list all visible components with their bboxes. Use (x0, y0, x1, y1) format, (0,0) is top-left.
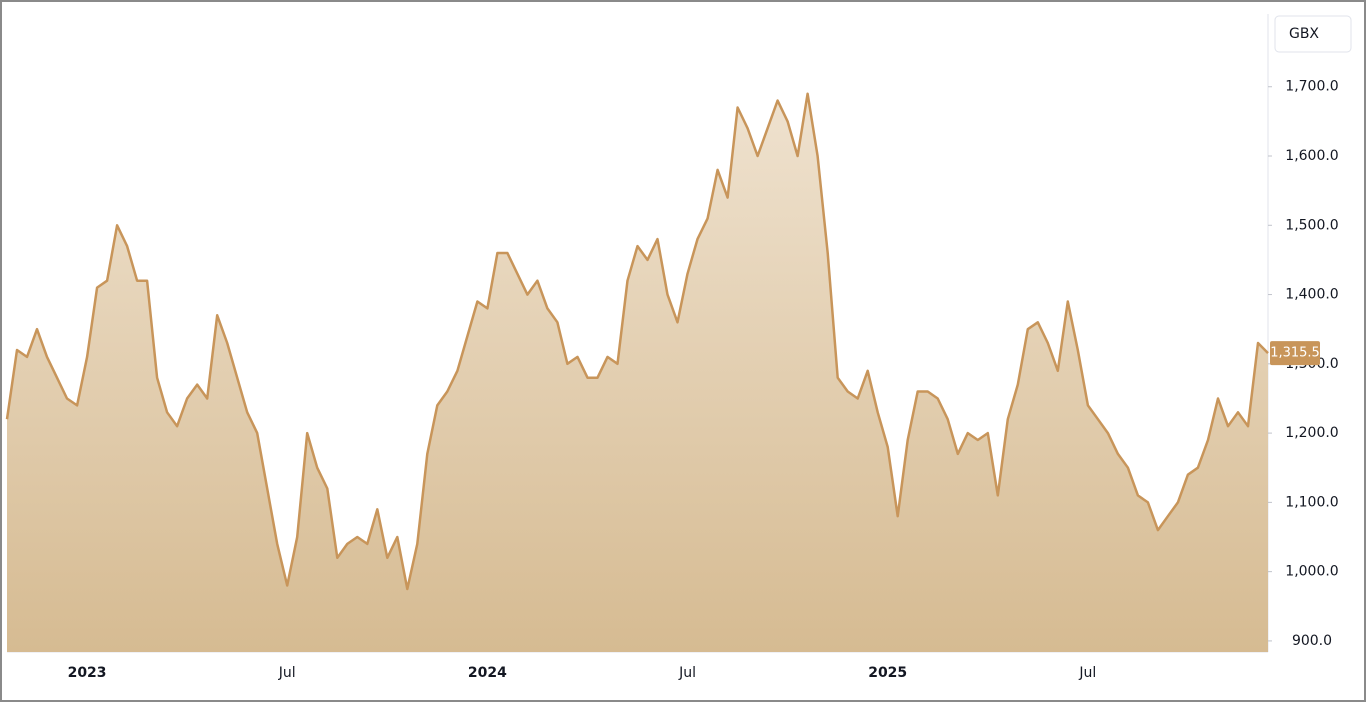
y-tick-label: 1,000.0 (1285, 564, 1338, 580)
x-tick-label: 2023 (68, 665, 107, 681)
last-price-label: 1,315.5 (1270, 346, 1320, 361)
y-tick-label: 900.0 (1292, 633, 1332, 649)
x-tick-label: Jul (678, 665, 696, 681)
y-tick-label: 1,700.0 (1285, 79, 1338, 95)
x-tick-label: 2025 (868, 665, 907, 681)
area-fill (7, 93, 1268, 652)
currency: GBX (1289, 26, 1319, 42)
currency-box (1274, 15, 1352, 53)
price-line (5, 92, 1269, 591)
last-price-tag (1270, 341, 1320, 366)
y-tick-label: 1,200.0 (1285, 425, 1338, 441)
y-tick-label: 1,100.0 (1285, 494, 1338, 510)
x-tick-label: Jul (278, 665, 296, 681)
x-tick-label: 2024 (468, 665, 507, 681)
x-tick-label: Jul (1078, 665, 1096, 681)
y-tick-label: 1,500.0 (1285, 217, 1338, 233)
y-tick-label: 1,400.0 (1285, 287, 1338, 303)
y-tick-label: 1,600.0 (1285, 148, 1338, 164)
